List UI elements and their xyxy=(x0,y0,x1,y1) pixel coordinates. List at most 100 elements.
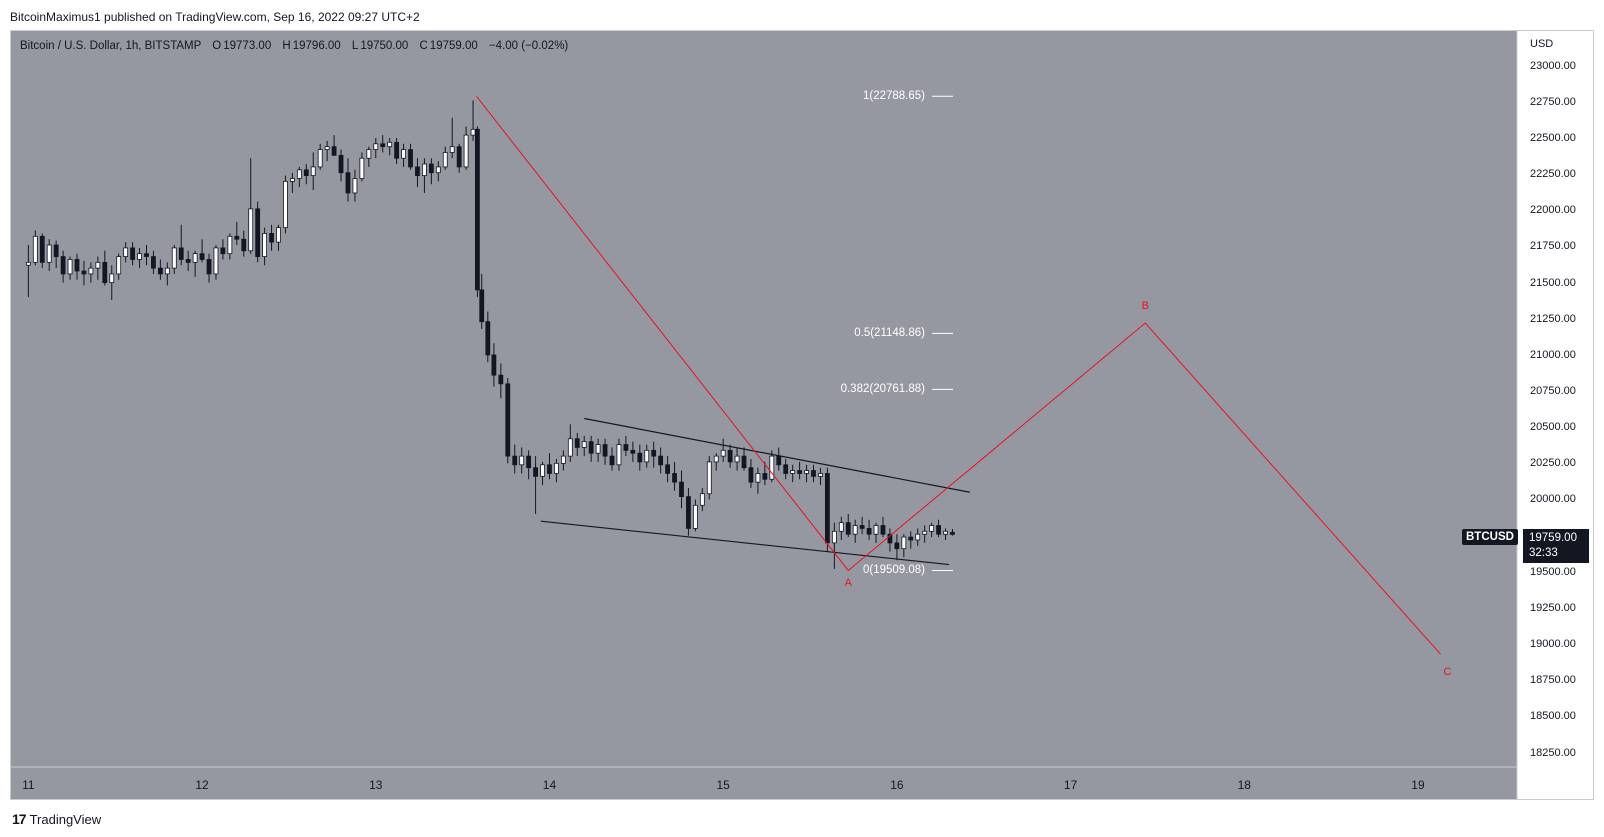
candle-body xyxy=(943,530,948,535)
candle-body xyxy=(130,247,135,260)
bar-countdown: 32:33 xyxy=(1529,547,1558,559)
fib-level-label: 0.382(20761.88) xyxy=(840,383,925,396)
candle-body xyxy=(435,166,441,174)
candle-body xyxy=(331,146,337,156)
candle-body xyxy=(831,530,837,544)
candle-body xyxy=(470,128,476,136)
candle-body xyxy=(818,473,823,477)
candle-body xyxy=(408,149,413,168)
time-tick-label: 18 xyxy=(1237,778,1251,792)
candles-group xyxy=(25,100,955,569)
candle-body xyxy=(442,152,448,168)
candle-body xyxy=(713,455,719,463)
candle-body xyxy=(936,525,941,535)
candle-body xyxy=(60,256,66,275)
candle-body xyxy=(929,525,935,532)
price-tick-label: 22000.00 xyxy=(1530,204,1576,217)
candle-body xyxy=(151,256,156,269)
candle-body xyxy=(157,267,163,275)
time-tick-label: 15 xyxy=(716,778,730,792)
candle-body xyxy=(540,464,545,477)
candle-body xyxy=(109,273,115,283)
candle-body xyxy=(602,444,608,457)
channel-lines-group xyxy=(540,417,970,566)
candle-body xyxy=(32,235,38,263)
candle-body xyxy=(227,235,233,255)
tradingview-logo-icon: 17 xyxy=(12,811,27,827)
candle-body xyxy=(887,533,893,544)
time-tick-label: 14 xyxy=(542,778,557,792)
candle-body xyxy=(95,261,101,269)
candle-body xyxy=(449,146,455,153)
candle-body xyxy=(880,525,886,535)
candle-body xyxy=(164,267,170,275)
candle-body xyxy=(394,141,400,159)
candle-body xyxy=(630,449,636,454)
candle-body xyxy=(637,452,643,463)
price-tick-label: 20750.00 xyxy=(1530,385,1576,398)
candle-body xyxy=(873,525,879,535)
legend-symbol: Bitcoin / U.S. Dollar, 1h, BITSTAMP xyxy=(20,40,202,52)
candle-body xyxy=(338,154,344,174)
price-tick-label: 22250.00 xyxy=(1530,168,1576,181)
legend-open: 19773.00 xyxy=(223,40,272,52)
wave-path-line xyxy=(476,96,1441,655)
candle-body xyxy=(567,438,573,457)
wave-label: C xyxy=(1443,665,1452,678)
candle-body xyxy=(310,166,316,176)
candle-body xyxy=(547,464,552,474)
candle-body xyxy=(783,464,789,474)
candle-body xyxy=(672,473,677,483)
tradingview-logo[interactable]: 17 TradingView xyxy=(12,811,101,827)
candle-body xyxy=(560,455,566,464)
candle-body xyxy=(574,438,580,448)
candle-body xyxy=(776,455,782,466)
candle-body xyxy=(456,146,462,168)
chart-legend: Bitcoin / U.S. Dollar, 1h, BITSTAMP O 197… xyxy=(20,40,568,52)
candle-body xyxy=(859,525,865,529)
candle-body xyxy=(185,259,191,263)
candle-body xyxy=(428,163,434,174)
candle-body xyxy=(498,374,504,385)
candle-body xyxy=(213,247,219,275)
candle-body xyxy=(491,354,497,376)
candle-body xyxy=(838,522,844,532)
candle-body xyxy=(741,455,747,469)
candle-body xyxy=(665,464,670,474)
candle-body xyxy=(303,169,309,176)
candle-body xyxy=(623,444,629,451)
candle-body xyxy=(658,455,664,466)
candle-body xyxy=(67,259,73,275)
candle-body xyxy=(262,233,268,257)
legend-change: −4.00 (−0.02%) xyxy=(488,40,569,52)
candle-body xyxy=(296,169,302,179)
time-tick-label: 17 xyxy=(1063,778,1078,792)
price-tick-label: 20000.00 xyxy=(1530,493,1576,506)
legend-low-label: L xyxy=(351,40,359,52)
candle-body xyxy=(116,256,122,275)
time-tick-label: 19 xyxy=(1411,778,1425,792)
last-price-value: 19759.00 xyxy=(1529,532,1577,544)
price-tick-label: 23000.00 xyxy=(1530,59,1576,72)
candle-body xyxy=(797,470,803,474)
fib-lines-group xyxy=(932,95,953,571)
price-tick-label: 22750.00 xyxy=(1530,95,1576,108)
price-tick-label: 19500.00 xyxy=(1530,565,1576,578)
candle-body xyxy=(345,172,351,194)
candle-body xyxy=(171,247,177,269)
fib-level-label: 1(22788.65) xyxy=(862,90,925,103)
channel-line xyxy=(584,417,970,493)
candle-body xyxy=(415,166,420,176)
candle-body xyxy=(248,208,254,252)
candle-body xyxy=(651,449,657,457)
time-tick-label: 16 xyxy=(890,778,904,792)
candle-body xyxy=(533,467,538,477)
candle-body xyxy=(255,208,261,257)
candle-body xyxy=(609,455,615,466)
candle-body xyxy=(526,455,532,469)
candle-body xyxy=(317,149,323,168)
candle-body xyxy=(25,261,31,266)
candle-body xyxy=(679,481,684,498)
legend-low: 19750.00 xyxy=(360,40,409,52)
